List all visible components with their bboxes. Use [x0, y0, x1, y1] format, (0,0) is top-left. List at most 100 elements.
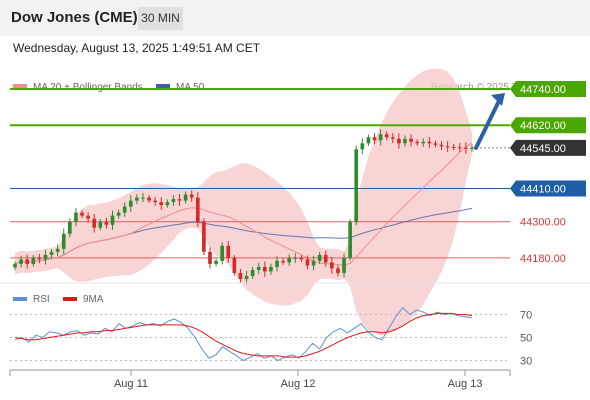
candle-body — [354, 149, 359, 222]
candle-body — [74, 212, 78, 222]
candle-body — [159, 202, 164, 206]
level-tag — [510, 117, 586, 134]
candle-body — [165, 202, 170, 206]
candle-body — [68, 221, 72, 234]
level-tag — [510, 81, 586, 98]
legend-swatch — [63, 297, 77, 301]
level-tag — [510, 180, 586, 197]
candle-body — [293, 257, 298, 259]
chart-header: Dow Jones (CME) 30 MIN — [0, 0, 590, 36]
candle-body — [275, 260, 279, 267]
candle-body — [61, 233, 66, 249]
candle-body — [415, 141, 419, 144]
x-tick-label: Aug 13 — [448, 378, 483, 390]
rsi-tick-label: 30 — [520, 356, 532, 368]
level-label: 44180.00 — [520, 253, 566, 265]
candle-body — [86, 215, 90, 219]
moving-averages — [14, 142, 473, 266]
legend-label: MA 20 + Bollinger Bands — [33, 82, 143, 93]
candle-body — [311, 260, 316, 266]
bollinger-fill — [15, 68, 472, 336]
legend-swatch — [13, 84, 27, 88]
candle-body — [433, 143, 438, 145]
candle-body — [342, 257, 346, 273]
candle-body — [238, 272, 243, 279]
candle-body — [421, 141, 426, 144]
candle-body — [451, 146, 456, 148]
level-label: 44740.00 — [520, 84, 566, 96]
candle-body — [128, 200, 133, 207]
candle-body — [445, 146, 450, 148]
candle-body — [348, 221, 352, 258]
rsi-tick-label: 50 — [520, 333, 532, 345]
candle-body — [403, 138, 407, 144]
candle-body — [171, 199, 176, 203]
candle-body — [360, 143, 365, 150]
candle-body — [25, 259, 30, 264]
candle-body — [281, 260, 285, 263]
candle-body — [147, 197, 151, 201]
candle-body — [317, 254, 322, 261]
chart-datetime: Wednesday, August 13, 2025 1:49:51 AM CE… — [13, 41, 261, 55]
candle-body — [384, 134, 389, 138]
candle-body — [262, 266, 267, 272]
rsi-panel: 30 50 70 — [10, 306, 532, 368]
timeframe-button[interactable]: 30 MIN — [138, 7, 183, 30]
level-label: 44545.00 — [520, 143, 566, 155]
candle-body — [299, 257, 304, 260]
level-label: 44300.00 — [520, 217, 566, 229]
candle-body — [470, 147, 474, 149]
candle-body — [256, 266, 261, 270]
bollinger-band — [15, 68, 472, 336]
rsi-legend: RSI 9MA — [13, 294, 104, 305]
candle-body — [427, 141, 432, 144]
candle-body — [19, 259, 23, 264]
legend-swatch — [13, 297, 27, 301]
candle-body — [49, 251, 54, 255]
candle-body — [232, 257, 237, 273]
candle-body — [141, 197, 145, 199]
candle-body — [226, 245, 231, 258]
candle-body — [183, 194, 188, 201]
candle-body — [323, 254, 328, 263]
candle-body — [457, 147, 462, 149]
price-levels — [10, 88, 510, 259]
instrument-title: Dow Jones (CME) — [11, 9, 138, 26]
candle-body — [153, 200, 157, 203]
rsi-tick-label: 70 — [520, 310, 532, 322]
candle-body — [177, 199, 182, 201]
candle-body — [195, 197, 200, 222]
level-label: 44410.00 — [520, 184, 566, 196]
candle-body — [202, 221, 206, 252]
candle-body — [372, 137, 377, 141]
candle-body — [409, 138, 413, 142]
candle-body — [330, 262, 334, 269]
rsi-ma-line — [14, 312, 473, 358]
forecast-arrow-icon — [474, 93, 505, 150]
level-label: 44620.00 — [520, 120, 566, 132]
legend-label: 9MA — [83, 294, 104, 305]
x-tick-label: Aug 12 — [281, 378, 316, 390]
x-axis: Aug 11 Aug 12 Aug 13 — [9, 369, 511, 390]
ma20-line — [14, 142, 473, 266]
candle-body — [55, 248, 60, 252]
price-legend: MA 20 + Bollinger Bands MA 50 — [13, 82, 205, 93]
candle-body — [116, 212, 121, 216]
candle-body — [43, 254, 48, 260]
research-credit: Research © 2025 Trading Central — [431, 82, 580, 93]
candle-body — [439, 144, 444, 147]
candle-body — [122, 206, 127, 213]
candle-body — [397, 138, 401, 144]
candle-body — [269, 266, 273, 272]
candle-body — [110, 215, 115, 225]
candle-body — [250, 269, 255, 276]
candle-body — [464, 147, 468, 149]
candle-body — [214, 260, 218, 264]
legend-label: RSI — [33, 294, 50, 305]
candle-body — [220, 245, 225, 261]
candle-body — [189, 194, 194, 198]
candle-body — [135, 197, 139, 201]
arrow-shaft — [474, 99, 501, 150]
candle-body — [92, 218, 97, 228]
